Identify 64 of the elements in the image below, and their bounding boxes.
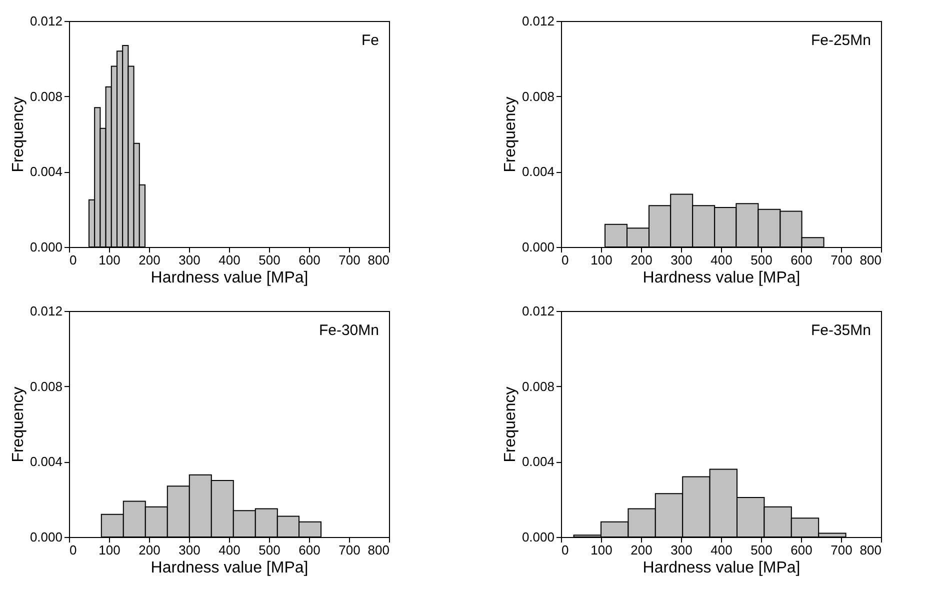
y-tick-label: 0.012 (522, 304, 554, 318)
x-tick-label: 400 (218, 542, 240, 558)
y-tick-label: 0.008 (30, 378, 62, 394)
x-tick-label: 500 (750, 252, 772, 268)
x-tick-label: 0 (562, 542, 569, 558)
x-tick-label: 0 (562, 252, 569, 268)
x-tick-label: 800 (860, 542, 882, 558)
y-axis-title: Frequency (502, 386, 519, 462)
x-tick-label: 0 (70, 252, 77, 268)
x-tick-label: 800 (368, 252, 390, 268)
x-axis-title: Hardness value [MPa] (150, 560, 308, 576)
y-tick-label: 0.004 (522, 164, 554, 180)
x-tick-label: 200 (630, 542, 652, 558)
x-tick-label: 700 (338, 252, 360, 268)
x-tick-label: 500 (258, 542, 280, 558)
annotation: Fe-25Mn (810, 32, 871, 49)
x-tick-label: 0 (70, 542, 77, 558)
y-tick-label: 0.008 (522, 378, 554, 394)
x-tick-label: 600 (298, 252, 320, 268)
y-axis-title: Frequency (10, 96, 27, 172)
x-tick-label: 200 (630, 252, 652, 268)
annotation: Fe-30Mn (318, 322, 379, 339)
x-tick-label: 100 (98, 252, 120, 268)
x-tick-label: 300 (670, 542, 692, 558)
x-tick-label: 400 (710, 252, 732, 268)
y-tick-label: 0.000 (30, 530, 62, 544)
x-tick-label: 600 (790, 252, 812, 268)
y-tick-label: 0.012 (30, 304, 62, 318)
x-tick-label: 200 (138, 542, 160, 558)
annotation: Fe (361, 32, 379, 49)
x-tick-label: 100 (590, 252, 612, 268)
x-axis-title: Hardness value [MPa] (642, 560, 800, 576)
x-tick-label: 600 (298, 542, 320, 558)
y-tick-label: 0.000 (522, 240, 554, 254)
x-tick-label: 400 (218, 252, 240, 268)
x-tick-label: 400 (710, 542, 732, 558)
x-tick-label: 500 (750, 542, 772, 558)
y-tick-label: 0.008 (30, 88, 62, 104)
x-tick-label: 100 (590, 542, 612, 558)
y-tick-label: 0.004 (30, 164, 62, 180)
x-tick-label: 500 (258, 252, 280, 268)
y-tick-label: 0.000 (30, 240, 62, 254)
x-tick-label: 100 (98, 542, 120, 558)
y-tick-label: 0.008 (522, 88, 554, 104)
x-tick-label: 700 (830, 542, 852, 558)
x-tick-label: 600 (790, 542, 812, 558)
y-axis-title: Frequency (10, 386, 27, 462)
x-axis-title: Hardness value [MPa] (642, 270, 800, 286)
x-tick-label: 800 (860, 252, 882, 268)
x-tick-label: 700 (830, 252, 852, 268)
y-tick-label: 0.000 (522, 530, 554, 544)
x-tick-label: 200 (138, 252, 160, 268)
y-tick-label: 0.012 (522, 14, 554, 28)
y-tick-label: 0.004 (30, 454, 62, 470)
x-tick-label: 700 (338, 542, 360, 558)
y-axis-title: Frequency (502, 96, 519, 172)
annotation: Fe-35Mn (810, 322, 871, 339)
x-tick-label: 300 (178, 542, 200, 558)
x-axis-title: Hardness value [MPa] (150, 270, 308, 286)
y-tick-label: 0.004 (522, 454, 554, 470)
x-tick-label: 300 (178, 252, 200, 268)
x-tick-label: 800 (368, 542, 390, 558)
y-tick-label: 0.012 (30, 14, 62, 28)
x-tick-label: 300 (670, 252, 692, 268)
